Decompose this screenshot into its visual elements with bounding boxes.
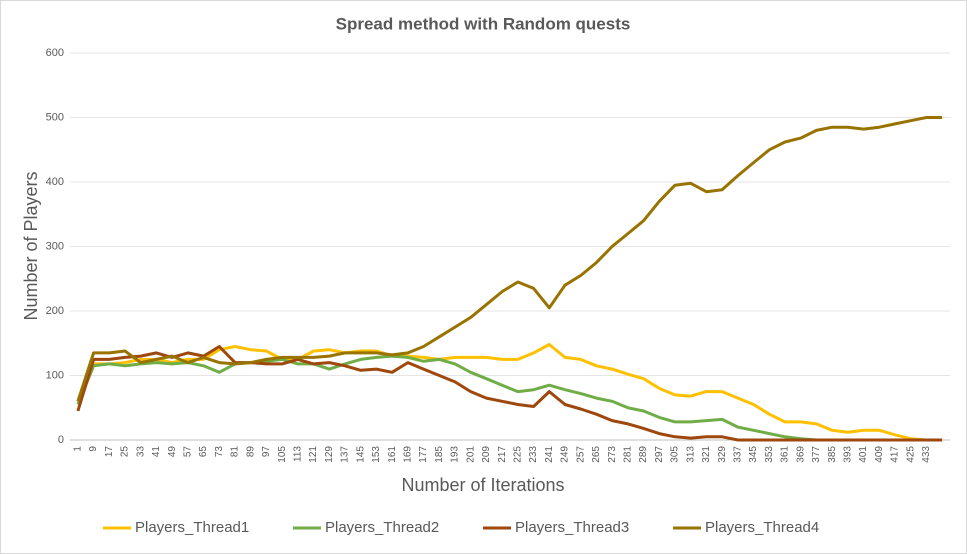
x-tick-label: 89 [245, 446, 256, 458]
x-tick-label: 321 [701, 446, 712, 463]
x-tick-label: 249 [560, 446, 571, 463]
series-line [76, 345, 943, 442]
legend-label: Players_Thread4 [705, 519, 819, 536]
x-tick-label: 201 [465, 446, 476, 463]
x-tick-label: 329 [717, 446, 728, 463]
x-tick-label: 305 [670, 446, 681, 463]
legend-label: Players_Thread1 [135, 519, 249, 536]
x-tick-label: 337 [732, 446, 743, 463]
legend-label: Players_Thread2 [325, 519, 439, 536]
x-tick-label: 33 [135, 446, 146, 458]
y-tick-label: 500 [46, 111, 64, 123]
x-tick-label: 137 [340, 446, 351, 463]
chart-title: Spread method with Random quests [336, 14, 631, 33]
x-tick-label: 49 [167, 446, 178, 458]
series-line [76, 116, 943, 402]
legend-label: Players_Thread3 [515, 519, 629, 536]
x-tick-label: 385 [827, 446, 838, 463]
y-axis-title: Number of Players [21, 171, 41, 320]
x-tick-label: 257 [575, 446, 586, 463]
x-tick-label: 177 [418, 446, 429, 463]
x-tick-label: 217 [497, 446, 508, 463]
x-tick-label: 297 [654, 446, 665, 463]
x-tick-label: 193 [450, 446, 461, 463]
y-tick-label: 100 [46, 369, 64, 381]
x-tick-label: 369 [795, 446, 806, 463]
x-tick-label: 361 [780, 446, 791, 463]
x-tick-label: 73 [214, 446, 225, 458]
x-tick-label: 393 [842, 446, 853, 463]
x-tick-label: 65 [198, 446, 209, 458]
x-tick-label: 145 [355, 446, 366, 463]
y-tick-label: 0 [58, 434, 64, 446]
x-tick-label: 153 [371, 446, 382, 463]
x-tick-label: 169 [402, 446, 413, 463]
x-tick-label: 273 [607, 446, 618, 463]
x-tick-label: 289 [638, 446, 649, 463]
x-tick-label: 233 [528, 446, 539, 463]
x-tick-label: 425 [905, 446, 916, 463]
x-tick-label: 417 [890, 446, 901, 463]
x-tick-label: 185 [434, 446, 445, 463]
x-tick-label: 313 [685, 446, 696, 463]
x-tick-label: 353 [764, 446, 775, 463]
x-tick-label: 345 [748, 446, 759, 463]
x-tick-label: 1 [72, 446, 83, 452]
x-tick-label: 377 [811, 446, 822, 463]
x-tick-label: 281 [622, 446, 633, 463]
x-tick-label: 97 [261, 446, 272, 458]
y-tick-label: 300 [46, 240, 64, 252]
x-tick-label: 25 [120, 446, 131, 458]
series-line [76, 354, 943, 442]
x-tick-label: 105 [277, 446, 288, 463]
x-tick-label: 57 [182, 446, 193, 458]
y-tick-label: 200 [46, 305, 64, 317]
x-tick-label: 433 [921, 446, 932, 463]
x-tick-label: 265 [591, 446, 602, 463]
x-tick-label: 9 [88, 446, 99, 452]
y-tick-label: 600 [46, 47, 64, 59]
x-tick-label: 17 [104, 446, 115, 458]
x-axis-title: Number of Iterations [401, 475, 564, 495]
x-tick-label: 209 [481, 446, 492, 463]
x-tick-label: 41 [151, 446, 162, 458]
x-tick-label: 161 [387, 446, 398, 463]
x-tick-label: 409 [874, 446, 885, 463]
x-tick-label: 401 [858, 446, 869, 463]
x-tick-label: 241 [544, 446, 555, 463]
x-tick-label: 113 [292, 446, 303, 462]
x-tick-label: 81 [230, 446, 241, 458]
y-tick-label: 400 [46, 176, 64, 188]
x-tick-label: 121 [308, 446, 319, 463]
x-tick-label: 225 [512, 446, 523, 463]
x-tick-label: 129 [324, 446, 335, 463]
